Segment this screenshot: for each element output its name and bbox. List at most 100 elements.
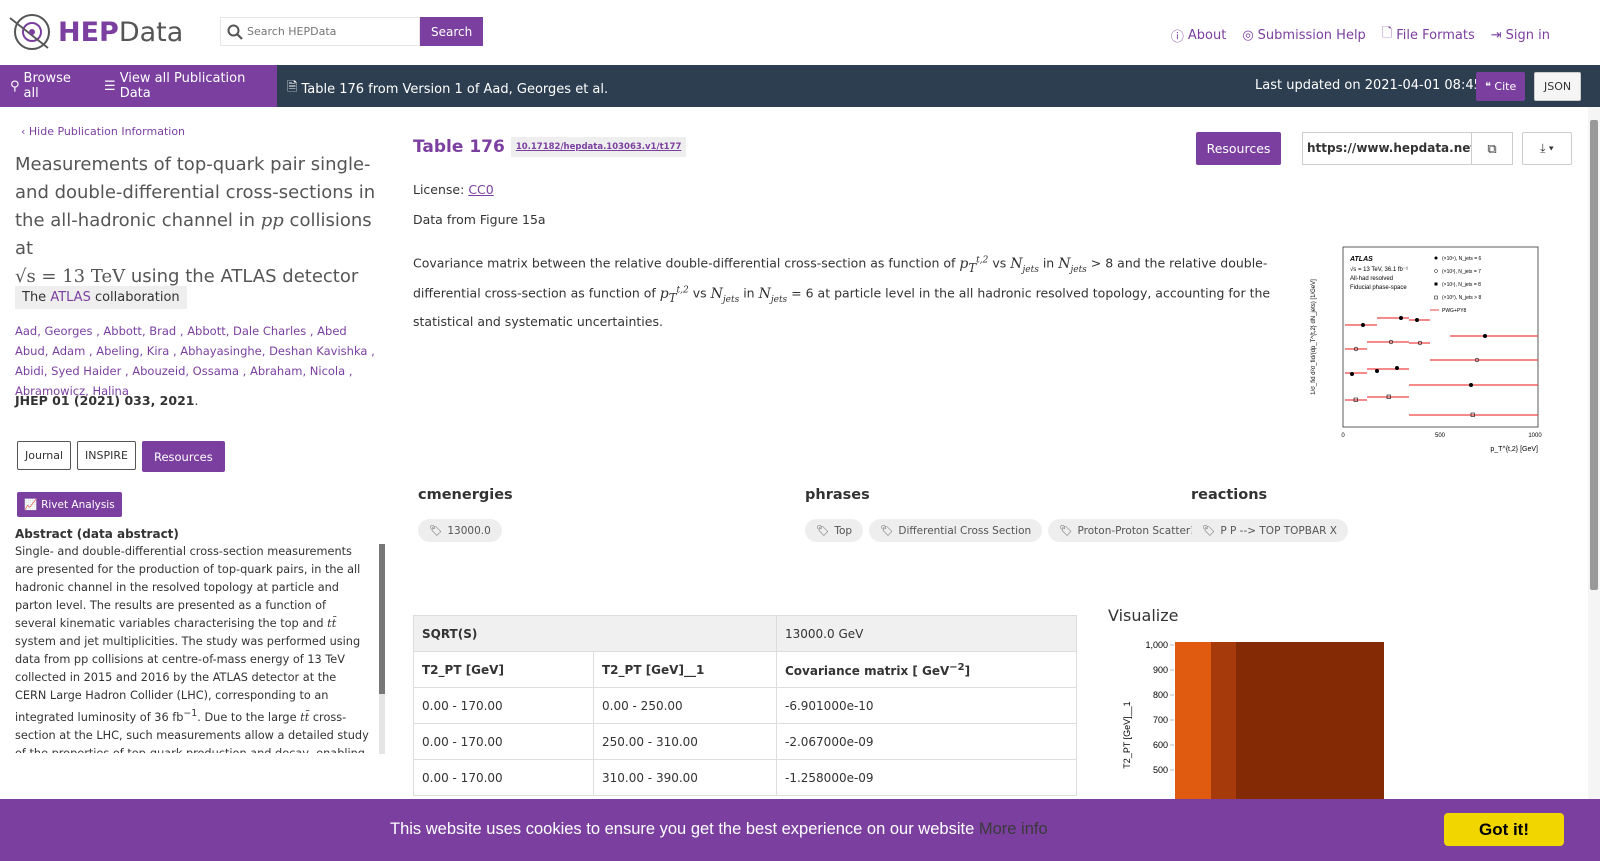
viz-y-tick: 800 bbox=[1153, 690, 1168, 700]
author-link[interactable]: Aad, Georges bbox=[15, 324, 92, 338]
viz-y-tick: 900 bbox=[1153, 665, 1168, 675]
viz-y-tick: 1,000 bbox=[1145, 640, 1168, 650]
author-link[interactable]: Abeling, Kira bbox=[96, 344, 169, 358]
file-formats-link[interactable]: 🗋 File Formats bbox=[1382, 24, 1475, 46]
license-link[interactable]: CC0 bbox=[468, 182, 493, 197]
keyword-group-phrases: phrases 🏷 Top 🏷 Differential Cross Section… bbox=[805, 487, 1217, 542]
viz-y-tick: 500 bbox=[1153, 765, 1168, 775]
search-input[interactable] bbox=[247, 25, 417, 38]
column-header[interactable]: Covariance matrix [ GeV−2] bbox=[777, 652, 1077, 688]
rivet-analysis-button[interactable]: 📈 Rivet Analysis bbox=[17, 492, 122, 517]
abstract-scroll-thumb[interactable] bbox=[379, 544, 385, 694]
table-cell: -1.258000e-09 bbox=[777, 760, 1077, 796]
submission-help-link[interactable]: ◎ Submission Help bbox=[1242, 24, 1365, 46]
author-link[interactable]: Abhayasinghe, Deshan Kavishka bbox=[180, 344, 367, 358]
cite-button[interactable]: ❝ Cite bbox=[1476, 72, 1525, 101]
viz-y-tick: 600 bbox=[1153, 740, 1168, 750]
heatmap-cell[interactable] bbox=[1211, 642, 1236, 800]
copy-icon: ⧉ bbox=[1487, 141, 1496, 156]
info-icon: ⓘ bbox=[1171, 26, 1184, 45]
file-icon: 🗋 bbox=[1382, 24, 1392, 46]
table-cell: 0.00 - 170.00 bbox=[414, 688, 594, 724]
search-button[interactable]: Search bbox=[420, 17, 483, 46]
view-all-publication-link[interactable]: ☰ View all Publication Data bbox=[94, 71, 277, 101]
publication-resources-button[interactable]: Resources bbox=[142, 441, 225, 472]
atlas-link[interactable]: ATLAS bbox=[50, 290, 91, 305]
table-cell: 0.00 - 250.00 bbox=[594, 688, 777, 724]
table-cell: 250.00 - 310.00 bbox=[594, 724, 777, 760]
table-title: Table 176 10.17182/hepdata.103063.v1/t177 bbox=[413, 137, 686, 157]
keyword-tag[interactable]: 🏷 Differential Cross Section bbox=[869, 519, 1042, 542]
lifebuoy-icon: ◎ bbox=[1242, 28, 1253, 43]
journal-reference: JHEP 01 (2021) 033, 2021. bbox=[15, 393, 198, 408]
keyword-heading: phrases bbox=[805, 487, 1217, 503]
file-icon: 🗎 bbox=[287, 78, 297, 100]
author-link[interactable]: Abbott, Dale Charles bbox=[187, 324, 306, 338]
keyword-group-cmenergies: cmenergies 🏷 13000.0 bbox=[418, 487, 513, 542]
journal-button[interactable]: Journal bbox=[17, 441, 71, 470]
publication-title: Measurements of top-quark pair single- a… bbox=[15, 151, 380, 291]
search-field[interactable] bbox=[220, 17, 420, 46]
table-row: 0.00 - 170.00 250.00 - 310.00 -2.067000e-0… bbox=[414, 724, 1077, 760]
author-link[interactable]: Abraham, Nicola bbox=[250, 364, 345, 378]
author-link[interactable]: Abbott, Brad bbox=[103, 324, 176, 338]
search-form: Search bbox=[220, 17, 483, 46]
thumbnail-legend-entry: (×10⁵), N_jets = 6 bbox=[1442, 256, 1482, 262]
viz-y-tick: 700 bbox=[1153, 715, 1168, 725]
visualize-heatmap[interactable]: T2_PT [GeV]__1 1,000 900 800 700 600 500 bbox=[1118, 640, 1398, 800]
sign-in-icon: ⇥ bbox=[1491, 28, 1502, 43]
thumbnail-x-tick: 1000 bbox=[1528, 433, 1542, 439]
author-link[interactable]: Abouzeid, Ossama bbox=[132, 364, 239, 378]
thumbnail-x-label: p_T^{t,2} [GeV] bbox=[1490, 446, 1538, 453]
data-table: SQRT(S) 13000.0 GeV T2_PT [GeV] T2_PT [G… bbox=[413, 615, 1077, 796]
page-scrollbar[interactable] bbox=[1588, 107, 1600, 861]
keyword-tag[interactable]: 🏷 P P --> TOP TOPBAR X bbox=[1191, 519, 1348, 542]
table-url-field[interactable]: https://www.hepdata.net/record/ins180799… bbox=[1302, 132, 1472, 165]
tag-icon: 🏷 bbox=[816, 524, 829, 537]
nav-primary: ⚲ Browse all ☰ View all Publication Data bbox=[0, 65, 277, 107]
column-header[interactable]: T2_PT [GeV]__1 bbox=[594, 652, 777, 688]
inspire-button[interactable]: INSPIRE bbox=[77, 441, 136, 470]
doi-link[interactable]: 10.17182/hepdata.103063.v1/t177 bbox=[511, 137, 687, 157]
tag-icon: 🏷 bbox=[429, 524, 442, 537]
caret-down-icon: ▾ bbox=[1549, 141, 1554, 155]
heatmap-cell[interactable] bbox=[1175, 642, 1211, 800]
collaboration-badge: The ATLAS collaboration bbox=[15, 286, 187, 309]
hide-publication-info-link[interactable]: ‹ Hide Publication Information bbox=[21, 125, 185, 138]
keyword-tag[interactable]: 🏷 13000.0 bbox=[418, 519, 502, 542]
cookie-accept-button[interactable]: Got it! bbox=[1444, 813, 1564, 846]
table-cell: -2.067000e-09 bbox=[777, 724, 1077, 760]
chevron-left-icon: ‹ bbox=[21, 125, 29, 138]
thumbnail-legend-entry: (×10⁰), N_jets > 8 bbox=[1442, 295, 1481, 301]
heatmap-cell[interactable] bbox=[1236, 642, 1384, 800]
thumbnail-legend-entry: PWG+PY8 bbox=[1442, 308, 1467, 314]
thumbnail-legend-entry: (×10³), N_jets = 7 bbox=[1442, 269, 1481, 275]
keyword-heading: cmenergies bbox=[418, 487, 513, 503]
keyword-tag[interactable]: 🏷 Top bbox=[805, 519, 863, 542]
quote-icon: ❝ bbox=[1485, 80, 1494, 93]
table-cell: 310.00 - 390.00 bbox=[594, 760, 777, 796]
hepdata-logo[interactable]: HEPData bbox=[8, 12, 183, 52]
download-dropdown[interactable]: ⤓ ▾ bbox=[1522, 132, 1572, 165]
figure-thumbnail[interactable]: ATLAS √s = 13 TeV, 36.1 fb⁻¹ All-had res… bbox=[1305, 245, 1545, 465]
table-location: Data from Figure 15a bbox=[413, 212, 546, 227]
cookie-more-info-link[interactable]: More info bbox=[979, 820, 1048, 838]
thumbnail-topology-label: All-had resolved bbox=[1350, 276, 1393, 282]
about-link[interactable]: ⓘ About bbox=[1171, 24, 1226, 46]
json-button[interactable]: JSON bbox=[1534, 72, 1581, 101]
cookie-message: This website uses cookies to ensure you … bbox=[390, 820, 1048, 839]
tag-icon: 🏷 bbox=[1202, 524, 1215, 537]
thumbnail-energy-label: √s = 13 TeV, 36.1 fb⁻¹ bbox=[1350, 266, 1408, 273]
copy-url-button[interactable]: ⧉ bbox=[1471, 132, 1513, 165]
table-cell: SQRT(S) bbox=[414, 616, 777, 652]
column-header[interactable]: T2_PT [GeV] bbox=[414, 652, 594, 688]
logo-text: HEPData bbox=[58, 17, 183, 48]
author-link[interactable]: Abidi, Syed Haider bbox=[15, 364, 121, 378]
search-icon bbox=[227, 24, 243, 40]
download-icon: ⤓ bbox=[1540, 141, 1545, 155]
abstract-scrollbar[interactable] bbox=[379, 544, 385, 754]
sign-in-link[interactable]: ⇥ Sign in bbox=[1491, 24, 1550, 46]
table-resources-button[interactable]: Resources bbox=[1196, 132, 1281, 165]
page-scroll-thumb[interactable] bbox=[1590, 120, 1598, 590]
browse-all-link[interactable]: ⚲ Browse all bbox=[0, 71, 94, 101]
